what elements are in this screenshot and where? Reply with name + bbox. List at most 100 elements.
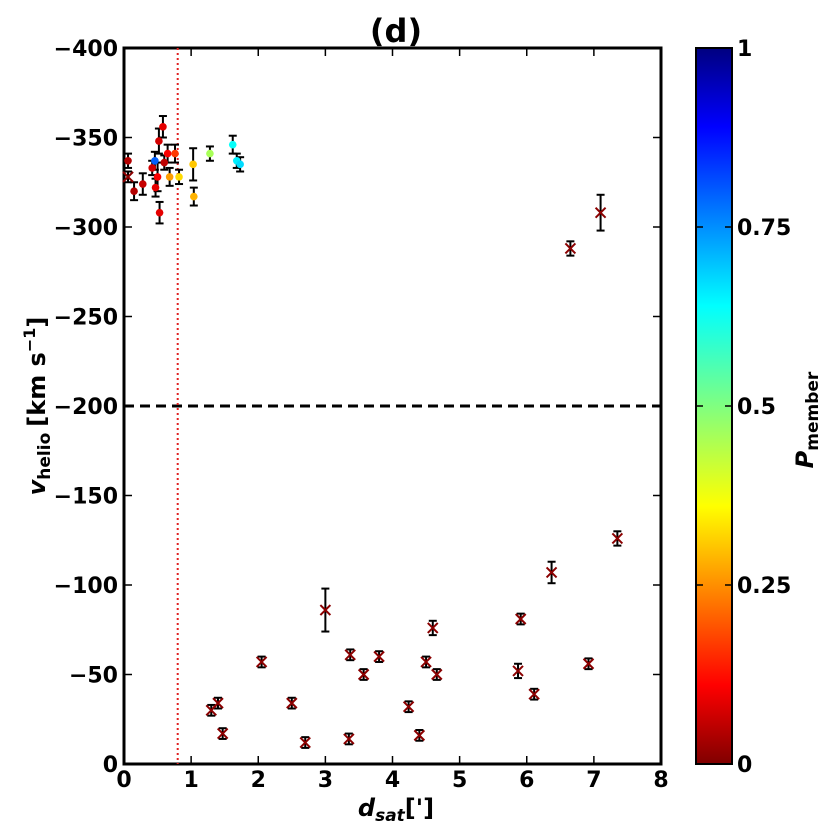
nonmember-cross-b [420,656,432,668]
nonmember-cross-b [343,733,355,745]
nonmember-point [512,665,524,677]
colorbar-tick-label: 1 [737,37,752,62]
nonmember-cross-b [582,658,595,670]
nonmember-point [611,532,624,545]
y-tick-label: −200 [54,395,118,420]
y-axis-label: vhelio [km s−1] [20,317,55,496]
nonmember-cross-b [122,171,134,183]
y-tick-label: −100 [54,574,118,599]
x-axis-label-unit: ['] [405,794,434,822]
nonmember-cross-b [528,688,540,700]
colorbar-tick-label: 0.5 [737,395,776,420]
x-tick-label: 8 [653,768,668,793]
x-tick-label: 5 [452,768,467,793]
nonmember-point [564,242,577,255]
nonmember-cross-b [427,622,439,634]
x-axis-ticks: 0 1 2 3 4 5 6 7 8 [116,48,669,793]
member-point [206,149,214,158]
y-axis-label-exp: −1 [20,328,39,353]
x-axis-label-main: d [358,794,376,822]
member-point [165,173,174,181]
nonmember-point [515,613,527,625]
nonmember-point [413,729,426,742]
nonmember-point [582,658,595,670]
y-tick-label: −300 [54,216,118,241]
member-point [171,149,179,158]
nonmember-point [255,656,268,668]
reference-lines [124,46,661,764]
x-tick-label: 7 [586,768,601,793]
nonmember-cross-b [402,701,415,713]
nonmember-point [545,566,558,579]
nonmember-point [528,688,540,700]
colorbar-tick-label: 0.25 [737,574,791,599]
member-point [124,156,132,165]
x-axis-label: dsat['] [358,794,434,826]
nonmember-point [343,733,355,745]
nonmember-cross-b [594,206,607,219]
nonmember-cross-b [216,727,229,740]
nonmember-cross-b [319,604,332,616]
y-axis-ticks: 0 −50 −100 −150 −200 −250 −300 −350 −400 [54,37,661,778]
nonmember-points [122,171,624,749]
nonmember-point [427,622,439,634]
nonmember-point [286,697,298,709]
nonmember-point [431,668,443,681]
nonmember-point [212,697,224,709]
nonmember-cross-b [357,668,370,681]
nonmember-point [420,656,432,668]
nonmember-point [122,171,134,183]
member-point [138,180,147,188]
member-point [148,164,156,172]
x-tick-label: 6 [519,768,534,793]
member-point [151,156,159,165]
member-point [159,122,167,131]
y-tick-label: −50 [69,664,118,689]
nonmember-cross-b [373,650,385,663]
x-tick-label: 4 [385,768,400,793]
nonmember-cross-b [512,665,524,677]
chart-title: (d) [370,12,422,50]
nonmember-cross-b [212,697,224,709]
colorbar-label-sub: member [803,371,823,451]
nonmember-point [299,736,311,749]
y-tick-label: −400 [54,37,118,62]
member-point [228,140,237,149]
x-tick-label: 3 [318,768,333,793]
nonmember-cross-b [611,532,624,545]
y-axis-label-main: v [23,478,51,495]
nonmember-cross-b [299,736,311,749]
y-tick-label: −350 [54,127,118,152]
y-tick-label: −250 [54,306,118,331]
nonmember-point [344,649,356,661]
nonmember-cross-b [515,613,527,625]
x-tick-label: 2 [251,768,266,793]
nonmember-point [402,701,415,713]
nonmember-cross-b [286,697,298,709]
member-point [153,173,162,181]
member-point [236,160,244,169]
nonmember-point [357,668,370,681]
error-bars [124,115,622,749]
y-tick-label: 0 [103,753,118,778]
colorbar-label: Pmember [791,371,823,468]
colorbar-tick-label: 0.75 [737,216,791,241]
member-point [130,187,138,195]
nonmember-point [594,206,607,219]
member-point [163,149,172,158]
y-tick-label: −150 [54,485,118,510]
member-point [190,192,198,201]
member-point [189,160,197,169]
nonmember-point [216,727,229,740]
member-point [160,158,169,167]
nonmember-cross-b [344,649,356,661]
member-point [151,183,160,192]
nonmember-cross-b [564,242,577,255]
nonmember-point [319,604,332,616]
nonmember-cross-b [545,566,558,579]
nonmember-cross-b [431,668,443,681]
y-axis-label-close: ] [23,317,51,328]
x-tick-label: 1 [183,768,198,793]
colorbar-label-main: P [791,450,819,468]
